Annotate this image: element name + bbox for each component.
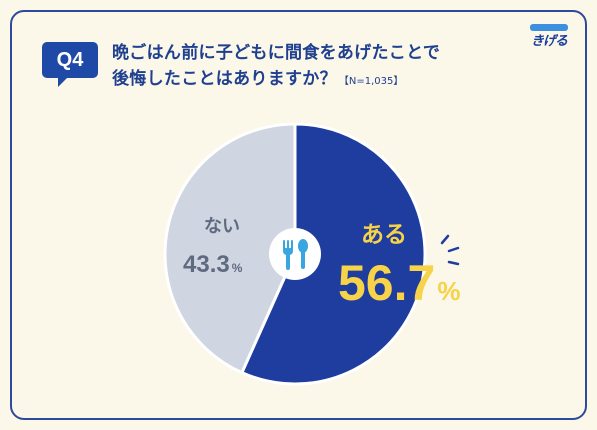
brand-logo: きげる (524, 24, 574, 52)
pie-slice-yes (239, 122, 427, 386)
slice-value-yes-unit: % (437, 276, 460, 306)
question-line-2: 後悔したことはありますか？ 【N=1,035】 (112, 66, 440, 95)
slice-label-no: ない (204, 216, 240, 237)
logo-text: きげる (530, 34, 568, 49)
sample-size: 【N=1,035】 (338, 76, 404, 87)
center-circle (269, 228, 321, 280)
slice-value-yes-number: 56.7 (338, 255, 435, 311)
question-text: 晩ごはん前に子どもに間食をあげたことで 後悔したことはありますか？ 【N=1,03… (112, 40, 440, 95)
slice-labels: ある 56.7% ない 43.3% (183, 216, 460, 311)
pie-slices (163, 122, 427, 386)
slice-value-yes: 56.7% (338, 255, 460, 311)
sparkle-lines (440, 234, 460, 266)
slice-label-yes: ある (361, 222, 407, 248)
logo-banner (530, 24, 568, 31)
slice-value-no: 43.3% (183, 251, 243, 278)
question-line-1: 晩ごはん前に子どもに間食をあげたことで (112, 43, 441, 63)
pie-slice-no (163, 122, 297, 375)
slice-value-no-number: 43.3 (183, 251, 230, 278)
fork-spoon-icon (283, 239, 308, 270)
slice-value-no-unit: % (232, 261, 243, 275)
question-line-2-text: 後悔したことはありますか？ (112, 69, 337, 89)
center-icon-group (269, 228, 321, 280)
question-badge: Q4 (42, 42, 98, 87)
